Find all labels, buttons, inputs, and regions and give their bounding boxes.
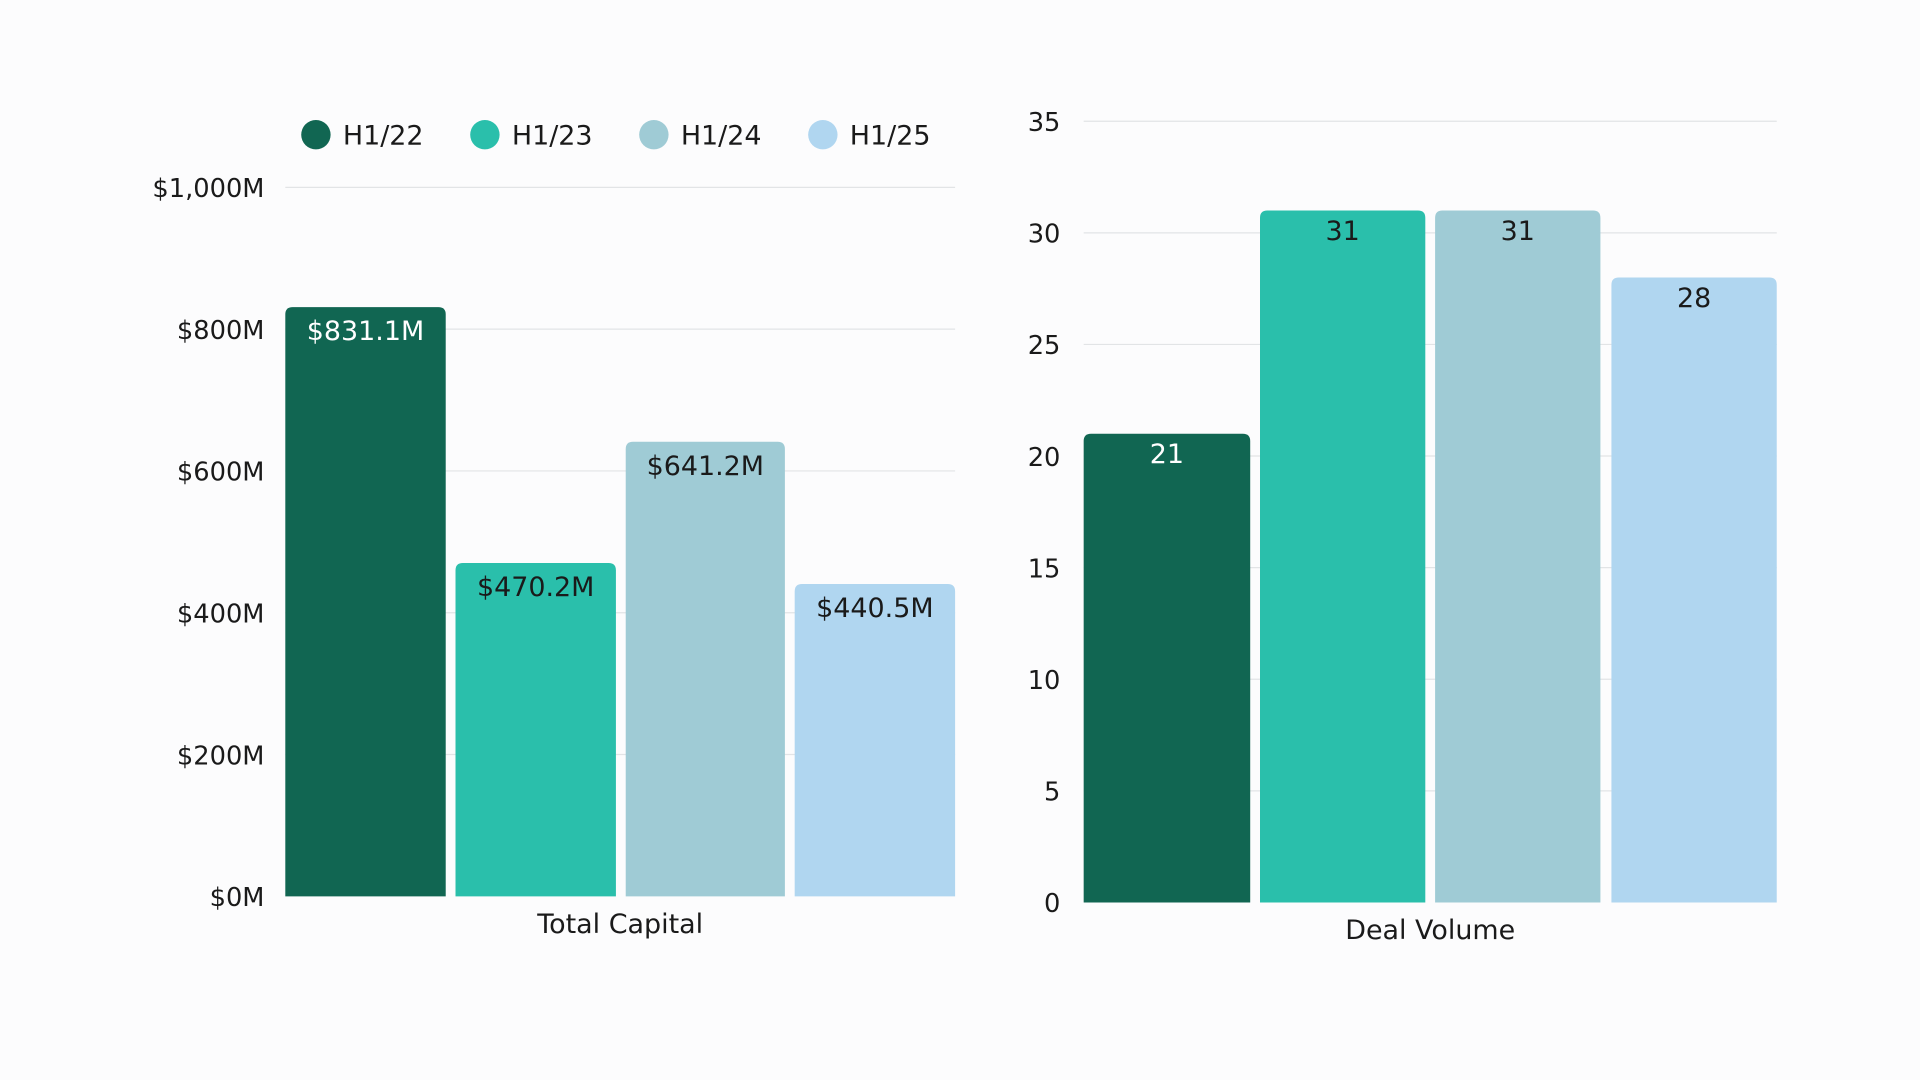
y-tick-label: $400M	[177, 600, 265, 630]
bar-H1-23	[1260, 210, 1426, 903]
total-capital-chart: $0M $200M $400M $600M $800M $1,000M $831.1M $47…	[152, 174, 956, 940]
legend-label: H1/23	[512, 120, 593, 151]
y-tick-label: 20	[1028, 443, 1061, 473]
data-label: $470.2M	[477, 572, 594, 603]
data-label: 21	[1150, 439, 1184, 470]
x-axis-label: Deal Volume	[1345, 915, 1515, 946]
data-label: $831.1M	[307, 316, 424, 347]
y-tick-label: $1,000M	[152, 174, 264, 204]
data-label: $641.2M	[647, 451, 764, 482]
bar-H1-22	[285, 307, 446, 897]
legend-label: H1/22	[343, 120, 424, 151]
bar-H1-24	[1435, 210, 1601, 903]
bar-H1-24	[625, 441, 785, 897]
legend: H1/22 H1/23 H1/24 H1/25	[301, 120, 930, 151]
legend-marker-H1-23	[470, 120, 500, 150]
deal-volume-chart: 0 5 10 15 20 25 30 35 21 31 31 28 Deal Volume	[1028, 108, 1777, 946]
data-label: 31	[1501, 216, 1535, 247]
legend-marker-H1-25	[808, 120, 838, 150]
y-tick-label: 10	[1028, 666, 1061, 696]
bar-H1-22	[1083, 433, 1251, 903]
bar-H1-25	[794, 584, 956, 897]
x-axis-label: Total Capital	[536, 909, 703, 940]
y-tick-label: 0	[1044, 889, 1060, 919]
legend-label: H1/24	[681, 120, 762, 151]
y-tick-label: 30	[1028, 220, 1061, 250]
legend-marker-H1-24	[639, 120, 669, 150]
bar-H1-23	[455, 562, 616, 897]
data-label: 31	[1326, 216, 1360, 247]
bar-H1-25	[1611, 277, 1777, 903]
legend-marker-H1-22	[301, 120, 331, 150]
data-label: $440.5M	[816, 593, 933, 624]
y-tick-label: 15	[1028, 554, 1061, 584]
y-tick-label: 25	[1028, 331, 1061, 361]
data-label: 28	[1677, 283, 1711, 314]
y-tick-label: 5	[1044, 778, 1060, 808]
y-tick-label: $200M	[177, 741, 265, 771]
y-tick-label: $600M	[177, 458, 265, 488]
y-tick-label: $0M	[210, 883, 265, 913]
legend-label: H1/25	[850, 120, 931, 151]
y-tick-label: 35	[1028, 108, 1061, 138]
y-tick-label: $800M	[177, 316, 265, 346]
